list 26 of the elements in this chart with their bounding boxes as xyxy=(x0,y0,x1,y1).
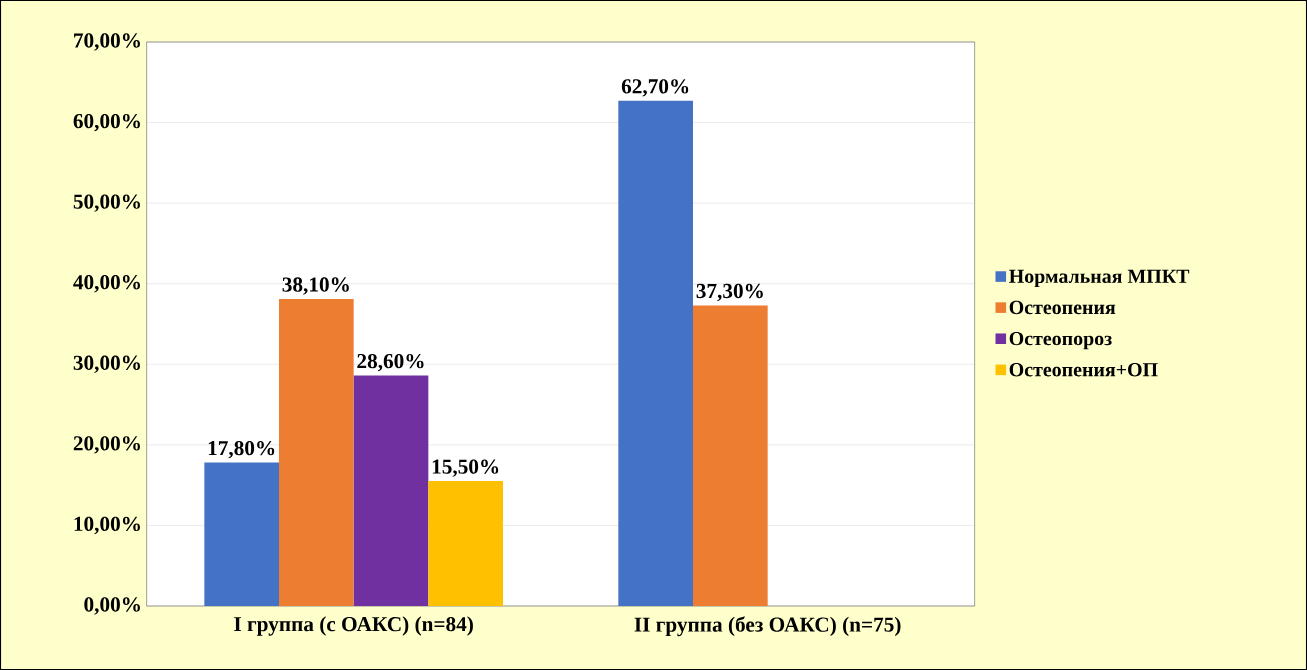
data-label: 38,10% xyxy=(282,277,349,295)
data-label: 17,80% xyxy=(208,440,275,459)
y-tick-label: 50,00% xyxy=(73,194,140,212)
y-tick-label: 10,00% xyxy=(74,516,140,535)
y-tick-label: 0,00% xyxy=(84,597,140,615)
bar xyxy=(693,305,768,606)
y-tick-label: 20,00% xyxy=(73,436,140,454)
legend-label: Остеопения+ОП xyxy=(1009,363,1158,377)
bar xyxy=(353,375,429,606)
legend-label: Остеопения xyxy=(1009,300,1116,315)
x-tick-label: II группа (без ОАКС) (n=75) xyxy=(634,616,901,637)
bar xyxy=(279,299,354,606)
data-label: 37,30% xyxy=(696,283,763,302)
data-label: 15,50% xyxy=(432,459,499,477)
bar xyxy=(428,481,504,606)
data-label: 28,60% xyxy=(357,353,424,372)
x-tick-label: I группа (с ОАКС) (n=84) xyxy=(234,616,473,636)
legend-label: Нормальная МПКТ xyxy=(1009,269,1190,288)
y-tick-label: 40,00% xyxy=(73,275,140,293)
data-label: 62,70% xyxy=(621,79,689,97)
bar xyxy=(204,462,279,606)
bar xyxy=(618,100,694,606)
y-tick-label: 70,00% xyxy=(74,33,140,51)
legend-label: Остеопороз xyxy=(1009,331,1112,350)
y-tick-label: 60,00% xyxy=(73,113,140,132)
y-tick-label: 30,00% xyxy=(73,355,140,373)
